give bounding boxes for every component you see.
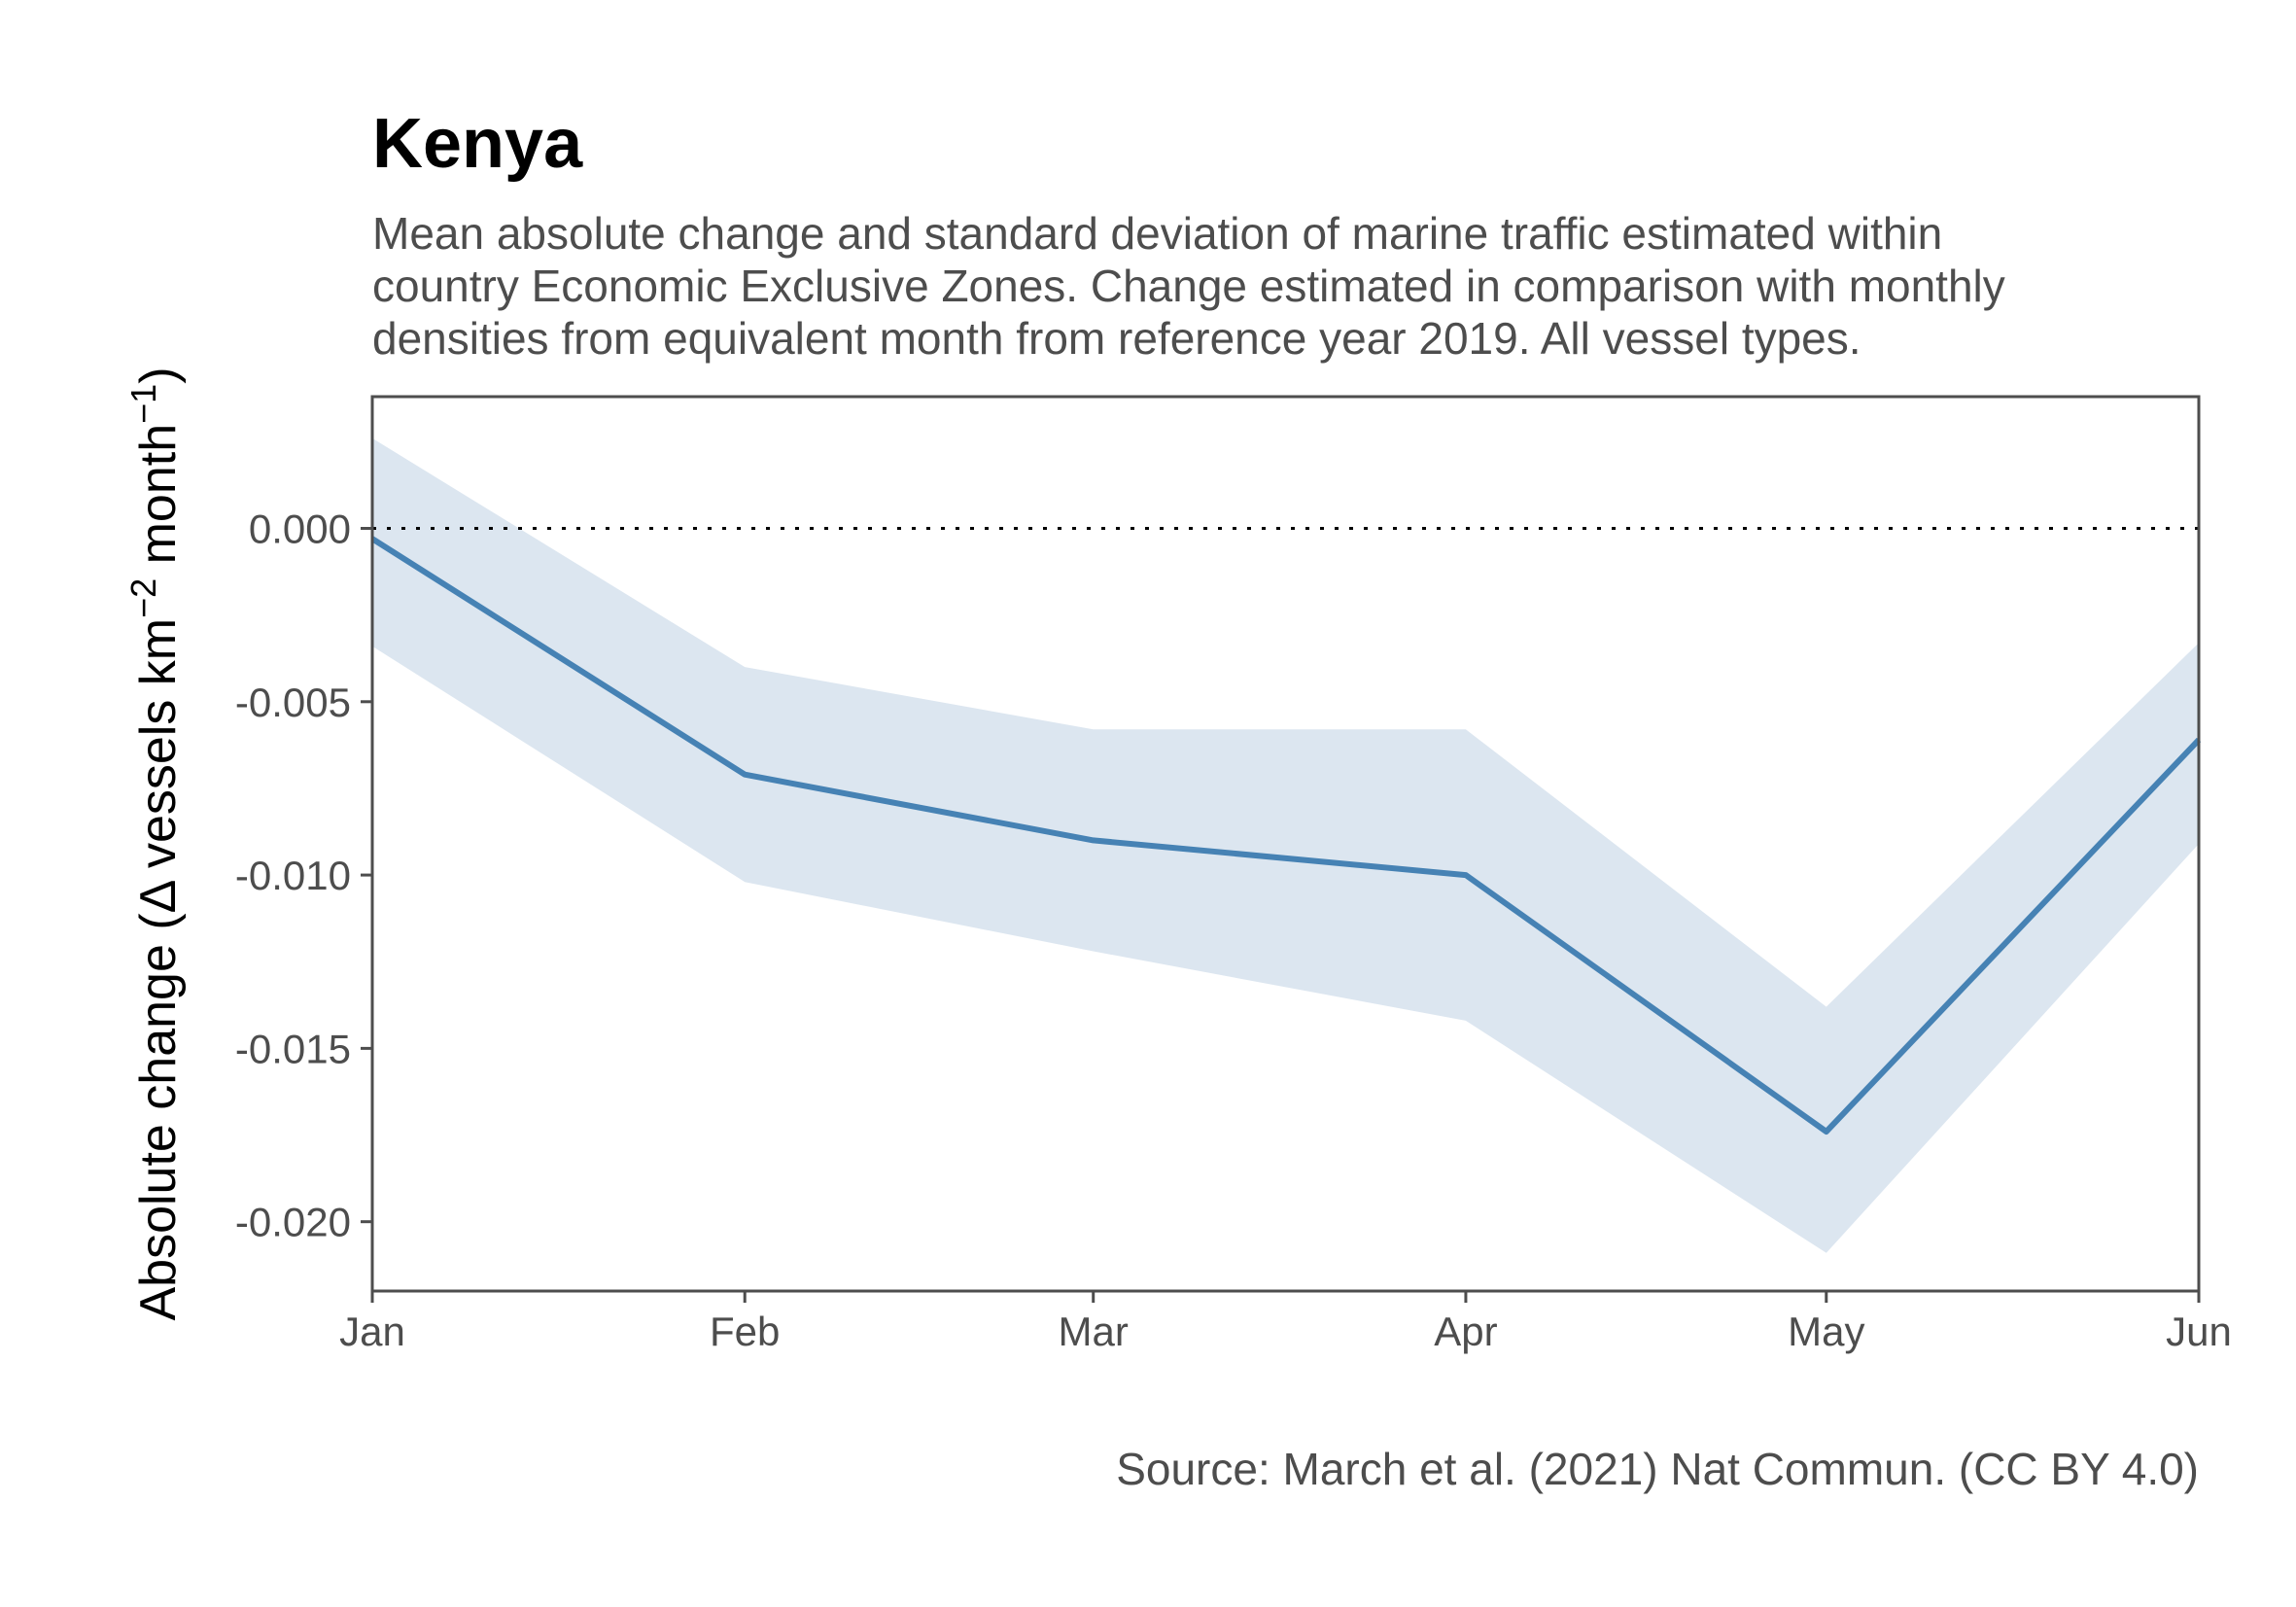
x-tick-label: Jun: [2166, 1309, 2232, 1354]
mean-change-line: [370, 536, 2202, 1135]
y-tick-label: -0.005: [235, 680, 351, 725]
x-tick-label: Apr: [1434, 1309, 1497, 1354]
chart-subtitle-line: Mean absolute change and standard deviat…: [372, 208, 1942, 259]
y-tick-label: 0.000: [249, 507, 351, 552]
y-axis-title: Absolute change (Δ vessels km−2 month−1): [123, 367, 188, 1320]
y-axis-title-suffix: ): [130, 367, 187, 383]
x-tick-label: May: [1788, 1309, 1864, 1354]
x-tick-label: Jan: [339, 1309, 405, 1354]
chart-subtitle: Mean absolute change and standard deviat…: [372, 208, 2005, 364]
x-tick-label: Mar: [1059, 1309, 1129, 1354]
y-tick-label: -0.020: [235, 1200, 351, 1245]
y-axis-title-prefix: Absolute change (: [130, 913, 187, 1321]
chart-title: Kenya: [372, 105, 583, 183]
y-axis-title-part1: vessels km: [130, 618, 187, 883]
plot-area: [370, 395, 2202, 1293]
source-caption: Source: March et al. (2021) Nat Commun. …: [1116, 1444, 2199, 1494]
chart-subtitle-line: densities from equivalent month from ref…: [372, 313, 1861, 364]
y-axis-title-sup2: −1: [123, 384, 163, 424]
std-deviation-ribbon: [372, 437, 2199, 1253]
y-tick-label: -0.010: [235, 853, 351, 898]
x-axis: Jan Feb Mar Apr May Jun: [339, 1291, 2232, 1354]
y-axis-title-sup1: −2: [123, 578, 163, 618]
y-axis-title-delta: Δ: [130, 880, 187, 913]
y-tick-label: -0.015: [235, 1026, 351, 1071]
panel-border: [370, 395, 2201, 1293]
y-axis-title-part2: month: [130, 424, 187, 578]
y-axis: 0.000 -0.005 -0.010 -0.015 -0.020: [235, 507, 372, 1245]
x-tick-label: Feb: [710, 1309, 780, 1354]
chart-subtitle-line: country Economic Exclusive Zones. Change…: [372, 261, 2005, 311]
